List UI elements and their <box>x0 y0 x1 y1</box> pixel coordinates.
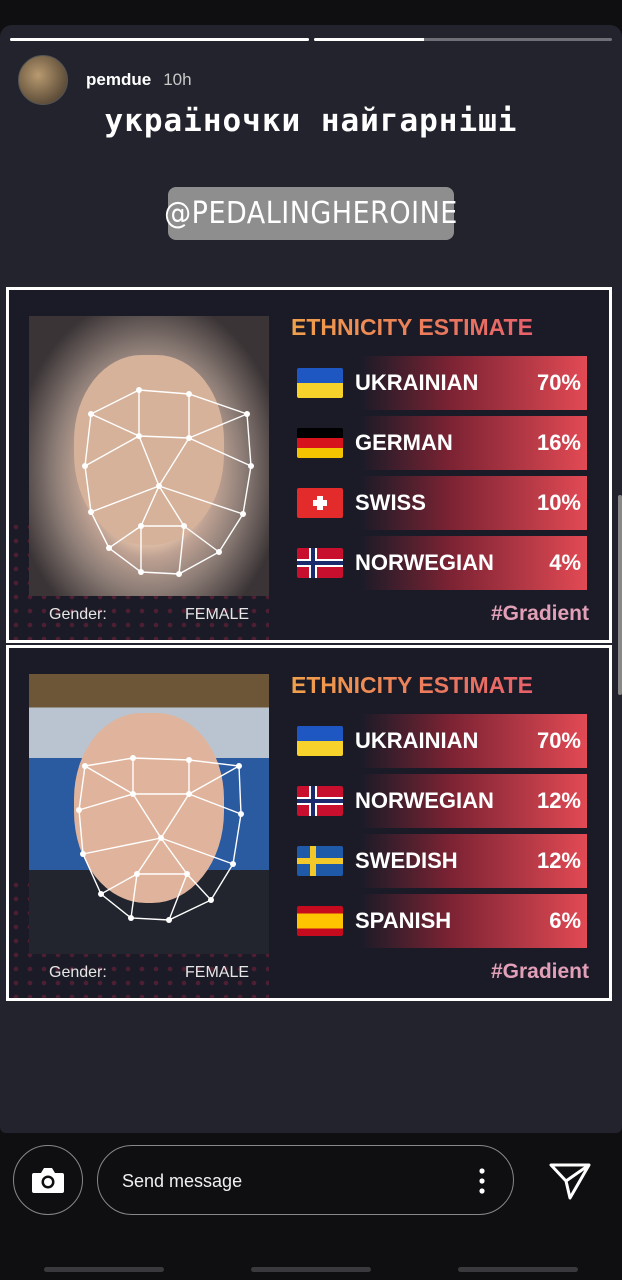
gender-value: FEMALE <box>185 964 250 981</box>
username[interactable]: pemdue <box>86 70 152 89</box>
card-title: ETHNICITY ESTIMATE <box>291 672 533 698</box>
face-mesh-icon <box>82 387 254 577</box>
message-field[interactable] <box>97 1145 514 1216</box>
ethnicity-list: UKRAINIAN 70% GERMAN 16% SWISS 10% NORWE… <box>297 356 587 596</box>
avatar[interactable] <box>18 55 68 105</box>
ethnicity-percent: 4% <box>549 550 581 575</box>
hashtag: #Gradient <box>490 960 589 983</box>
ethnicity-percent: 70% <box>536 370 581 395</box>
story-viewer[interactable]: pemdue 10h українoчки найгарніші @PEDALI… <box>0 25 622 1133</box>
nav-pill[interactable] <box>43 1267 164 1272</box>
gender-value: FEMALE <box>185 606 250 623</box>
ethnicity-name: SWEDISH <box>355 848 458 873</box>
ethnicity-percent: 70% <box>536 728 581 753</box>
ethnicity-row: SWEDISH 12% <box>297 834 587 888</box>
sweden-flag-icon <box>297 846 343 876</box>
face-photo-1 <box>29 316 269 596</box>
more-vertical-icon[interactable] <box>479 1168 485 1194</box>
gender-label: Gender: <box>49 964 107 981</box>
ethnicity-percent: 6% <box>549 908 581 933</box>
story-header: pemdue 10h <box>18 55 192 105</box>
ethnicity-name: NORWEGIAN <box>355 788 494 813</box>
ethnicity-name: UKRAINIAN <box>355 728 479 753</box>
norway-flag-icon <box>297 786 343 816</box>
face-mesh-icon <box>76 755 244 923</box>
message-input[interactable] <box>120 1146 444 1216</box>
ethnicity-name: SPANISH <box>355 908 452 933</box>
card-title: ETHNICITY ESTIMATE <box>291 314 533 340</box>
ethnicity-name: UKRAINIAN <box>355 370 479 395</box>
story-progress <box>10 38 612 41</box>
face-photo-2 <box>29 674 269 954</box>
camera-button[interactable] <box>13 1145 83 1215</box>
scrollbar[interactable] <box>618 495 622 695</box>
ethnicity-card-2: Gender: FEMALE ETHNICITY ESTIMATE UKRAIN… <box>6 645 612 1001</box>
ethnicity-row: NORWEGIAN 4% <box>297 536 587 590</box>
ethnicity-row: NORWEGIAN 12% <box>297 774 587 828</box>
camera-icon <box>32 1168 64 1193</box>
ethnicity-percent: 16% <box>536 430 581 455</box>
spain-flag-icon <box>297 906 343 936</box>
ethnicity-percent: 12% <box>536 788 581 813</box>
ukraine-flag-icon <box>297 368 343 398</box>
hashtag: #Gradient <box>490 602 589 625</box>
gender-label: Gender: <box>49 606 107 623</box>
switzerland-flag-icon <box>297 488 343 518</box>
progress-segment-1 <box>10 38 309 41</box>
ukraine-flag-icon <box>297 726 343 756</box>
ethnicity-row: UKRAINIAN 70% <box>297 356 587 410</box>
germany-flag-icon <box>297 428 343 458</box>
ethnicity-row: SWISS 10% <box>297 476 587 530</box>
ethnicity-card-1: Gender: FEMALE ETHNICITY ESTIMATE UKRAIN… <box>6 287 612 643</box>
nav-pill[interactable] <box>458 1267 579 1272</box>
ethnicity-row: UKRAINIAN 70% <box>297 714 587 768</box>
system-nav-bar <box>0 1267 622 1272</box>
mention-sticker[interactable]: @PEDALINGHEROINE <box>164 187 457 240</box>
ethnicity-name: GERMAN <box>355 430 453 455</box>
progress-segment-2 <box>313 38 612 41</box>
ethnicity-percent: 10% <box>536 490 581 515</box>
ethnicity-name: NORWEGIAN <box>355 550 494 575</box>
post-time: 10h <box>163 70 192 89</box>
story-caption: українoчки найгарніші <box>104 103 518 139</box>
ethnicity-row: GERMAN 16% <box>297 416 587 470</box>
ethnicity-percent: 12% <box>536 848 581 873</box>
reply-bar <box>0 1133 622 1280</box>
ethnicity-list: UKRAINIAN 70% NORWEGIAN 12% SWEDISH 12% … <box>297 714 587 954</box>
nav-pill[interactable] <box>250 1267 371 1272</box>
ethnicity-name: SWISS <box>355 490 426 515</box>
send-icon[interactable] <box>548 1161 592 1201</box>
ethnicity-row: SPANISH 6% <box>297 894 587 948</box>
norway-flag-icon <box>297 548 343 578</box>
